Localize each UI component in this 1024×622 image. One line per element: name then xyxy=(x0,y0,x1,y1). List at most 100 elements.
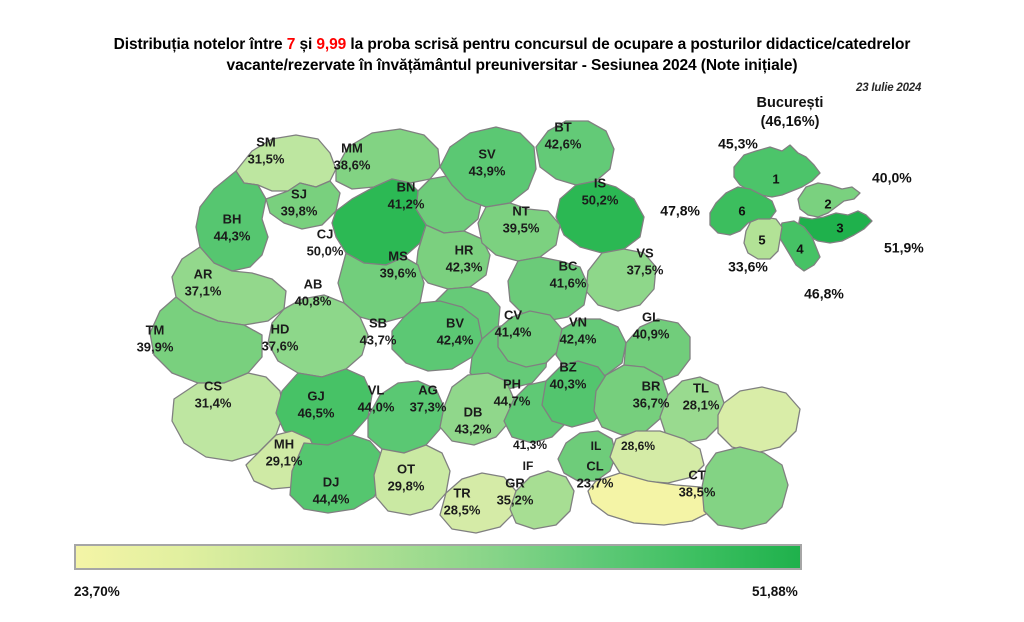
label-DB-code: DB xyxy=(464,404,483,419)
label-MS-code: MS xyxy=(388,248,408,263)
report-date: 23 Iulie 2024 xyxy=(856,82,922,94)
county-GR[interactable] xyxy=(509,470,575,530)
label-BH-value: 44,3% xyxy=(214,228,251,243)
label-IF-value: 41,3% xyxy=(513,438,547,452)
label-MM-code: MM xyxy=(341,140,363,155)
label-TR-code: TR xyxy=(453,485,471,500)
county-SV[interactable] xyxy=(439,126,537,208)
label-MH-code: MH xyxy=(274,436,294,451)
sector-4-number: 4 xyxy=(796,241,804,256)
label-AB-value: 40,8% xyxy=(295,293,332,308)
label-IL-code: IL xyxy=(591,439,602,453)
label-BZ-code: BZ xyxy=(559,359,576,374)
label-SJ-code: SJ xyxy=(291,186,307,201)
label-CS-code: CS xyxy=(204,378,222,393)
label-HD-value: 37,6% xyxy=(262,338,299,353)
sector-4-value: 46,8% xyxy=(804,286,844,302)
label-TM-value: 39,9% xyxy=(137,339,174,354)
label-MH-value: 29,1% xyxy=(266,453,303,468)
label-GL-code: GL xyxy=(642,309,660,324)
sector-3-number: 3 xyxy=(836,220,843,235)
county-IL[interactable] xyxy=(609,430,705,484)
county-NT[interactable] xyxy=(477,202,561,262)
county-IF[interactable] xyxy=(557,430,617,482)
sector-2-value: 40,0% xyxy=(872,170,912,186)
label-DJ-value: 44,4% xyxy=(313,491,350,506)
legend-min-label: 23,70% xyxy=(74,584,120,599)
sector-6-value: 47,8% xyxy=(660,203,700,219)
sector-5[interactable] xyxy=(743,216,783,260)
label-CL-code: CL xyxy=(586,458,603,473)
county-SJ[interactable] xyxy=(265,180,341,230)
label-BZ-value: 40,3% xyxy=(550,376,587,391)
county-labels: SM 31,5% MM 38,6% SV 43,9% BT 42,6% BH 4… xyxy=(137,119,720,517)
label-TL-value: 28,1% xyxy=(683,397,720,412)
sector-4[interactable] xyxy=(777,220,821,272)
label-HR-code: HR xyxy=(455,242,474,257)
label-NT-code: NT xyxy=(512,203,529,218)
county-BT[interactable] xyxy=(535,120,615,186)
sector-5-number: 5 xyxy=(758,232,765,247)
county-BZ[interactable] xyxy=(593,364,669,436)
title-text-part2: și xyxy=(295,36,317,53)
label-CT-code: CT xyxy=(688,467,705,482)
label-CT-value: 38,5% xyxy=(679,484,716,499)
label-VS-value: 37,5% xyxy=(627,262,664,277)
label-VS-code: VS xyxy=(636,245,654,260)
label-VL-value: 44,0% xyxy=(358,399,395,414)
title-text-part1: Distribuția notelor între xyxy=(113,36,287,53)
label-BV-value: 42,4% xyxy=(437,332,474,347)
county-CT[interactable] xyxy=(701,446,789,530)
label-OT-code: OT xyxy=(397,461,415,476)
label-AR-value: 37,1% xyxy=(185,283,222,298)
label-SB-value: 43,7% xyxy=(360,332,397,347)
label-CJ-value: 50,0% xyxy=(307,243,344,258)
label-BT-value: 42,6% xyxy=(545,136,582,151)
bucharest-inset: 1 2 3 4 5 6 45,3% 40,0% 51,9% 46,8% 33,6… xyxy=(660,136,924,302)
sector-3-value: 51,9% xyxy=(884,240,924,256)
county-TL[interactable] xyxy=(717,386,801,454)
label-PH-code: PH xyxy=(503,376,521,391)
bucharest-name: București xyxy=(756,95,824,111)
label-BN-value: 41,2% xyxy=(388,196,425,211)
romania-choropleth-map: SM 31,5% MM 38,6% SV 43,9% BT 42,6% BH 4… xyxy=(0,95,1024,535)
county-BC[interactable] xyxy=(507,256,589,322)
label-GR-code: GR xyxy=(505,475,525,490)
label-GJ-value: 46,5% xyxy=(298,405,335,420)
label-SJ-value: 39,8% xyxy=(281,203,318,218)
label-BR-value: 36,7% xyxy=(633,395,670,410)
label-SV-code: SV xyxy=(478,146,496,161)
label-VN-code: VN xyxy=(569,314,587,329)
label-MS-value: 39,6% xyxy=(380,265,417,280)
sector-2-number: 2 xyxy=(824,196,831,211)
county-HD[interactable] xyxy=(267,294,369,378)
page-title: Distribuția notelor între 7 și 9,99 la p… xyxy=(0,34,1024,76)
label-TR-value: 28,5% xyxy=(444,502,481,517)
label-CL-value: 23,7% xyxy=(577,475,614,490)
label-OT-value: 29,8% xyxy=(388,478,425,493)
county-BH[interactable] xyxy=(195,170,269,272)
label-BC-code: BC xyxy=(559,258,578,273)
county-AR[interactable] xyxy=(171,246,287,326)
label-HR-value: 42,3% xyxy=(446,259,483,274)
sector-2[interactable] xyxy=(797,182,861,218)
sector-6[interactable] xyxy=(709,186,777,236)
title-text-part3: la proba scrisă pentru concursul de ocup… xyxy=(346,36,911,53)
county-MM[interactable] xyxy=(335,128,441,190)
label-CV-code: CV xyxy=(504,307,522,322)
county-OT[interactable] xyxy=(373,444,451,516)
county-CL[interactable] xyxy=(587,472,717,526)
label-CV-value: 41,4% xyxy=(495,324,532,339)
county-DJ[interactable] xyxy=(289,434,385,514)
label-DB-value: 43,2% xyxy=(455,421,492,436)
label-IS-value: 50,2% xyxy=(582,192,619,207)
sector-1-value: 45,3% xyxy=(718,136,758,152)
sector-1-number: 1 xyxy=(772,171,779,186)
label-BC-value: 41,6% xyxy=(550,275,587,290)
title-highlight-lower: 7 xyxy=(286,36,296,53)
label-BR-code: BR xyxy=(642,378,661,393)
label-MM-value: 38,6% xyxy=(334,157,371,172)
label-AG-code: AG xyxy=(418,382,438,397)
label-IL-value: 28,6% xyxy=(621,439,655,453)
county-MS[interactable] xyxy=(415,224,491,290)
